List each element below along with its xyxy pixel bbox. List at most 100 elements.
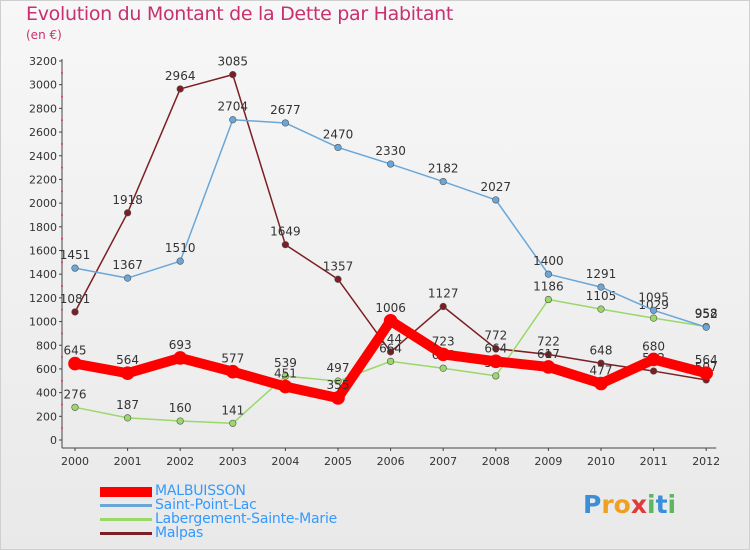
data-point-malbuisson	[541, 360, 556, 374]
data-point-malbuisson	[68, 356, 82, 371]
data-point-saint-point-lac	[649, 306, 658, 314]
data-point-malpas	[71, 308, 79, 316]
x-tick-label: 2008	[482, 455, 510, 468]
data-label-malbuisson: 723	[432, 334, 455, 348]
data-point-saint-point-lac	[492, 196, 500, 204]
data-point-malpas	[649, 367, 658, 375]
data-label-saint-point-lac: 1095	[638, 290, 669, 304]
data-point-malbuisson	[488, 354, 503, 369]
data-label-labergement-sainte-marie: 1029	[638, 298, 669, 312]
data-point-malpas	[597, 359, 605, 367]
legend-label-labergement-sainte-marie: Labergement-Sainte-Marie	[155, 511, 338, 527]
x-tick-label: 2005	[324, 455, 352, 468]
y-tick-label: 3000	[29, 79, 57, 92]
data-point-saint-point-lac	[123, 274, 132, 282]
y-tick-label: 2400	[29, 150, 57, 163]
data-point-malbuisson	[699, 366, 714, 381]
logo-letter: P	[583, 490, 602, 519]
data-label-malbuisson: 1006	[375, 301, 406, 315]
data-label-labergement-sainte-marie: 1105	[586, 289, 617, 303]
y-tick-label: 1200	[29, 292, 57, 305]
data-label-saint-point-lac: 1451	[60, 248, 91, 262]
y-tick-label: 1400	[29, 268, 57, 281]
y-tick-label: 2000	[29, 197, 57, 210]
data-label-malbuisson: 355	[327, 378, 350, 392]
data-label-saint-point-lac: 2470	[323, 127, 354, 141]
data-point-labergement-sainte-marie	[492, 372, 500, 380]
y-tick-label: 800	[36, 339, 57, 352]
data-label-malbuisson: 617	[537, 347, 560, 361]
data-label-labergement-sainte-marie: 664	[379, 341, 402, 355]
x-tick-label: 2007	[429, 455, 457, 468]
data-label-malpas: 722	[537, 334, 560, 348]
x-tick-label: 2000	[61, 455, 89, 468]
logo-letter: r	[601, 490, 614, 519]
chart-title: Evolution du Montant de la Dette par Hab…	[26, 3, 454, 25]
data-label-malbuisson: 693	[169, 338, 192, 352]
data-point-saint-point-lac	[702, 323, 710, 331]
data-point-labergement-sainte-marie	[334, 377, 342, 385]
data-label-malbuisson: 577	[221, 352, 244, 366]
y-tick-label: 2800	[29, 102, 57, 115]
data-point-malpas	[123, 209, 132, 217]
data-point-labergement-sainte-marie	[176, 417, 184, 425]
x-tick-label: 2010	[587, 455, 615, 468]
data-point-malbuisson	[594, 376, 608, 391]
data-label-saint-point-lac: 1367	[112, 258, 143, 272]
data-label-saint-point-lac: 2677	[270, 103, 301, 117]
data-label-malbuisson: 564	[116, 353, 139, 367]
data-point-malbuisson	[173, 351, 187, 365]
proxiti-logo: Proxiti	[583, 490, 676, 519]
data-point-saint-point-lac	[281, 119, 290, 127]
data-label-saint-point-lac: 2027	[481, 180, 512, 194]
x-tick-label: 2002	[166, 455, 194, 468]
y-tick-label: 1000	[29, 316, 57, 329]
data-point-saint-point-lac	[176, 257, 184, 265]
y-tick-label: 1600	[29, 245, 57, 258]
data-point-saint-point-lac	[229, 116, 237, 124]
x-tick-label: 2006	[377, 455, 405, 468]
data-label-malbuisson: 680	[642, 339, 665, 353]
legend-label-malbuisson: MALBUISSON	[155, 483, 246, 499]
y-tick-label: 600	[36, 363, 57, 376]
data-point-malbuisson	[226, 364, 240, 379]
x-tick-label: 2009	[534, 455, 562, 468]
legend-label-malpas: Malpas	[155, 525, 204, 541]
logo-letter: x	[630, 490, 647, 519]
data-point-labergement-sainte-marie	[544, 295, 553, 304]
data-label-labergement-sainte-marie: 1186	[533, 280, 564, 294]
y-tick-label: 0	[50, 434, 57, 447]
data-label-saint-point-lac: 1400	[533, 254, 564, 268]
data-label-malpas: 772	[484, 329, 507, 343]
data-label-malpas: 3085	[218, 55, 249, 69]
x-tick-label: 2012	[692, 455, 720, 468]
data-point-malbuisson	[383, 314, 398, 328]
data-label-saint-point-lac: 1510	[165, 241, 196, 255]
data-label-malbuisson: 664	[484, 341, 507, 355]
data-label-malpas: 1918	[112, 193, 143, 207]
y-tick-label: 1800	[29, 221, 57, 234]
data-label-malpas: 1081	[60, 292, 91, 306]
data-label-malbuisson: 451	[274, 367, 297, 381]
data-label-labergement-sainte-marie: 539	[274, 356, 297, 370]
logo-letter: t	[655, 490, 668, 519]
data-point-saint-point-lac	[71, 264, 79, 272]
data-point-saint-point-lac	[334, 143, 342, 152]
x-tick-label: 2004	[271, 455, 299, 468]
data-point-saint-point-lac	[387, 160, 395, 168]
data-label-malpas: 648	[590, 343, 613, 357]
data-point-malpas	[281, 241, 290, 249]
data-label-labergement-sainte-marie: 141	[221, 403, 244, 417]
data-point-labergement-sainte-marie	[439, 364, 447, 372]
data-label-labergement-sainte-marie: 497	[327, 361, 350, 375]
data-point-malbuisson	[278, 379, 293, 394]
data-point-malpas	[334, 275, 342, 283]
data-label-malpas: 1649	[270, 225, 301, 239]
data-point-labergement-sainte-marie	[281, 372, 290, 380]
data-point-saint-point-lac	[544, 270, 553, 278]
data-label-malpas: 1127	[428, 287, 459, 301]
data-point-malpas	[544, 350, 553, 359]
data-label-malpas: 1357	[323, 259, 354, 273]
logo-letter: o	[613, 490, 631, 519]
